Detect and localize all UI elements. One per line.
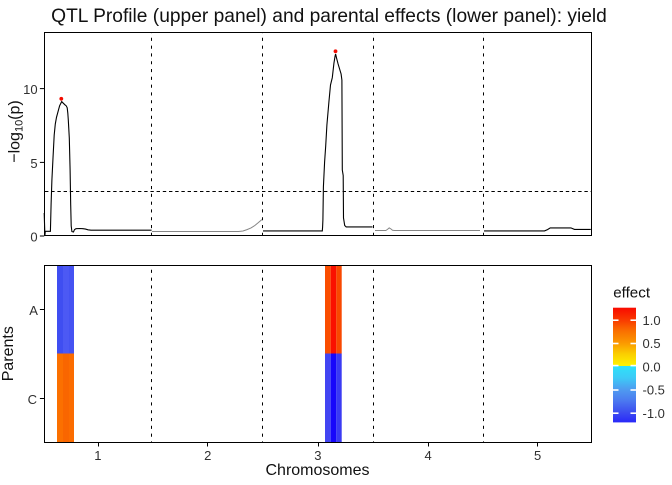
svg-text:5: 5 — [534, 448, 541, 463]
svg-text:effect: effect — [613, 285, 651, 302]
svg-text:10: 10 — [23, 82, 37, 97]
svg-text:−log10(p): −log10(p) — [7, 100, 26, 163]
svg-text:A: A — [29, 303, 38, 318]
svg-text:-1.0: -1.0 — [643, 406, 665, 421]
svg-text:0.0: 0.0 — [643, 359, 661, 374]
svg-text:3: 3 — [314, 448, 321, 463]
svg-text:2: 2 — [204, 448, 211, 463]
svg-text:1: 1 — [94, 448, 101, 463]
svg-text:0.5: 0.5 — [643, 336, 661, 351]
svg-text:C: C — [28, 392, 37, 407]
svg-text:4: 4 — [424, 448, 431, 463]
svg-text:QTL Profile (upper panel) and: QTL Profile (upper panel) and parental e… — [51, 6, 607, 27]
svg-text:0: 0 — [30, 230, 37, 245]
svg-text:1.0: 1.0 — [643, 313, 661, 328]
svg-text:-0.5: -0.5 — [643, 383, 665, 398]
svg-text:Parents: Parents — [0, 326, 17, 381]
svg-text:5: 5 — [30, 156, 37, 171]
svg-text:Chromosomes: Chromosomes — [265, 462, 369, 479]
